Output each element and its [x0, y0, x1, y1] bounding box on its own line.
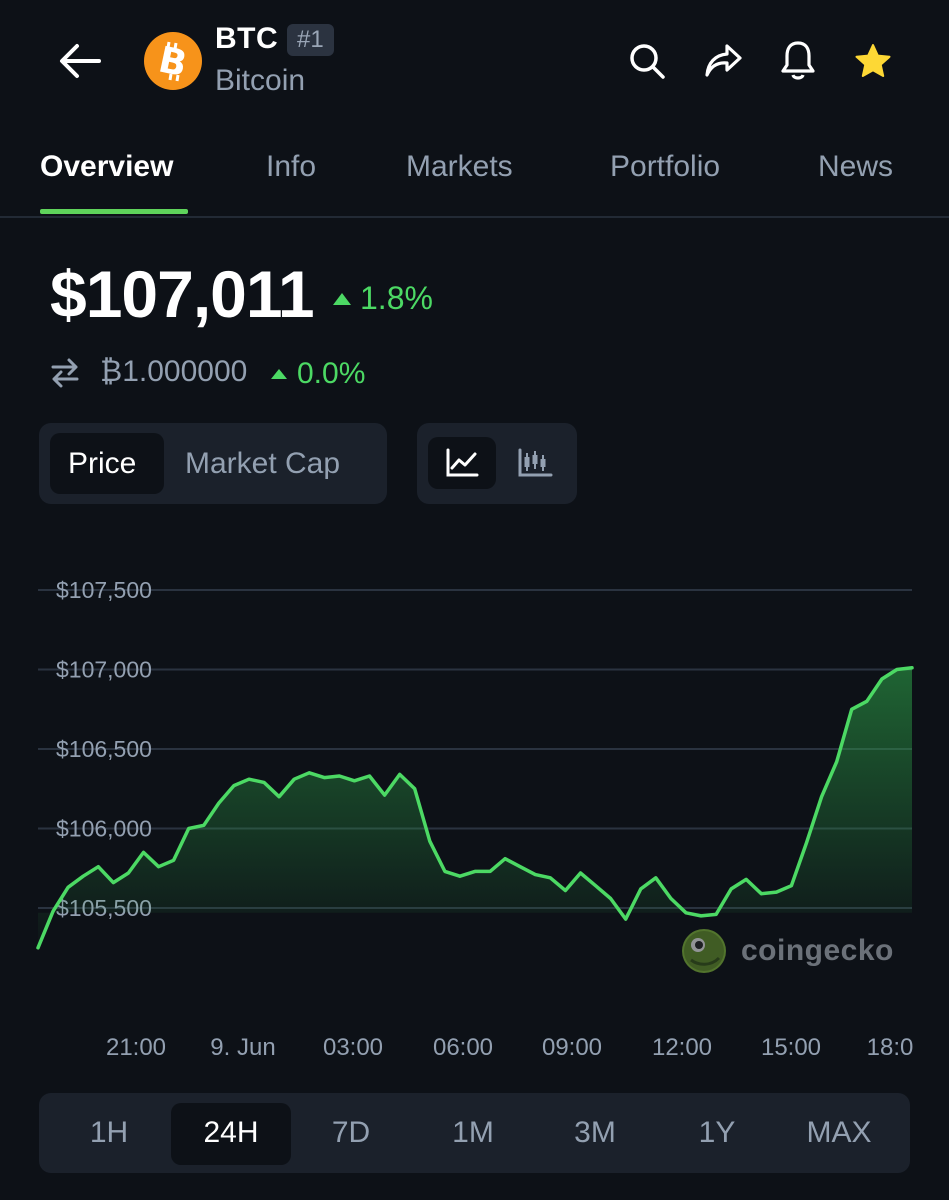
price-change: 1.8% — [332, 280, 433, 317]
candlestick-button[interactable] — [501, 437, 569, 489]
range-active-bg — [171, 1103, 291, 1165]
share-button[interactable] — [698, 38, 748, 84]
active-tab-indicator — [40, 209, 188, 214]
star-icon — [855, 44, 891, 77]
search-button[interactable] — [622, 38, 672, 84]
arrow-left-icon — [60, 44, 101, 78]
y-axis-tick-label: $107,500 — [56, 577, 152, 603]
toggle-price[interactable]: Price — [68, 447, 137, 480]
search-icon — [630, 44, 665, 79]
range-max[interactable]: MAX — [806, 1116, 872, 1149]
x-axis-tick-label: 03:00 — [323, 1034, 383, 1061]
y-axis-tick-label: $106,500 — [56, 736, 152, 762]
x-axis-tick-label: 9. Jun — [210, 1034, 275, 1061]
tab-markets[interactable]: Markets — [406, 150, 513, 183]
btc-price: ₿1.000000 — [100, 355, 248, 388]
tab-bar: Overview Info Markets Portfolio News — [0, 130, 949, 218]
coin-symbol: BTC — [215, 22, 279, 55]
range-1y[interactable]: 1Y — [698, 1116, 736, 1149]
coingecko-watermark: coingecko — [681, 928, 894, 974]
bitcoin-icon: B — [155, 40, 190, 86]
svg-text:B: B — [155, 40, 190, 86]
tab-overview[interactable]: Overview — [40, 150, 174, 183]
triangle-up-icon — [333, 292, 351, 305]
x-axis-tick-label: 09:00 — [542, 1034, 602, 1061]
line-chart-button[interactable] — [428, 437, 496, 489]
share-icon — [705, 44, 742, 77]
time-range-selector: 1H 24H 7D 1M 3M 1Y MAX — [39, 1093, 910, 1173]
alert-button[interactable] — [773, 36, 823, 84]
btc-change: 0.0% — [270, 357, 365, 391]
metric-toggle-active-bg — [50, 433, 164, 494]
price-area — [38, 667, 912, 948]
y-axis-tick-label: $106,000 — [56, 816, 152, 842]
tab-news[interactable]: News — [818, 150, 894, 183]
chart-type-toggle — [417, 423, 577, 504]
range-1m[interactable]: 1M — [452, 1116, 494, 1149]
range-3m[interactable]: 3M — [574, 1116, 616, 1149]
triangle-up-icon — [271, 369, 287, 379]
coin-name: Bitcoin — [215, 64, 306, 97]
favorite-button[interactable] — [848, 38, 898, 84]
candlestick-icon — [518, 448, 553, 477]
metric-toggle: Price Market Cap — [39, 423, 387, 504]
price-line — [36, 666, 914, 950]
toggle-market-cap[interactable]: Market Cap — [185, 447, 341, 480]
watermark-text: coingecko — [741, 934, 894, 967]
btc-change-percent: 0.0% — [297, 357, 366, 390]
range-1h[interactable]: 1H — [89, 1116, 129, 1149]
line-chart-icon — [446, 448, 479, 477]
x-axis-tick-label: 12:00 — [652, 1034, 712, 1061]
rank-badge: #1 — [287, 24, 334, 56]
range-7d[interactable]: 7D — [331, 1116, 371, 1149]
current-price: $107,011 — [50, 257, 315, 331]
coin-logo: B — [144, 32, 202, 90]
x-axis-tick-label: 06:00 — [433, 1034, 493, 1061]
price-change-percent: 1.8% — [360, 280, 433, 316]
swap-arrows-icon — [51, 358, 79, 388]
coingecko-logo-icon — [682, 929, 726, 973]
price-chart[interactable]: $107,500$107,000$106,500$106,000$105,500… — [0, 560, 949, 1070]
x-axis-tick-label: 18:0 — [867, 1034, 914, 1061]
y-axis-tick-label: $107,000 — [56, 657, 152, 683]
x-axis-tick-label: 21:00 — [106, 1034, 166, 1061]
tab-info[interactable]: Info — [266, 150, 317, 183]
bell-icon — [781, 41, 815, 80]
tab-portfolio[interactable]: Portfolio — [610, 150, 721, 183]
range-24h[interactable]: 24H — [203, 1116, 259, 1149]
back-button[interactable] — [52, 36, 108, 86]
x-axis-tick-label: 15:00 — [761, 1034, 821, 1061]
convert-icon-wrap — [50, 357, 80, 394]
